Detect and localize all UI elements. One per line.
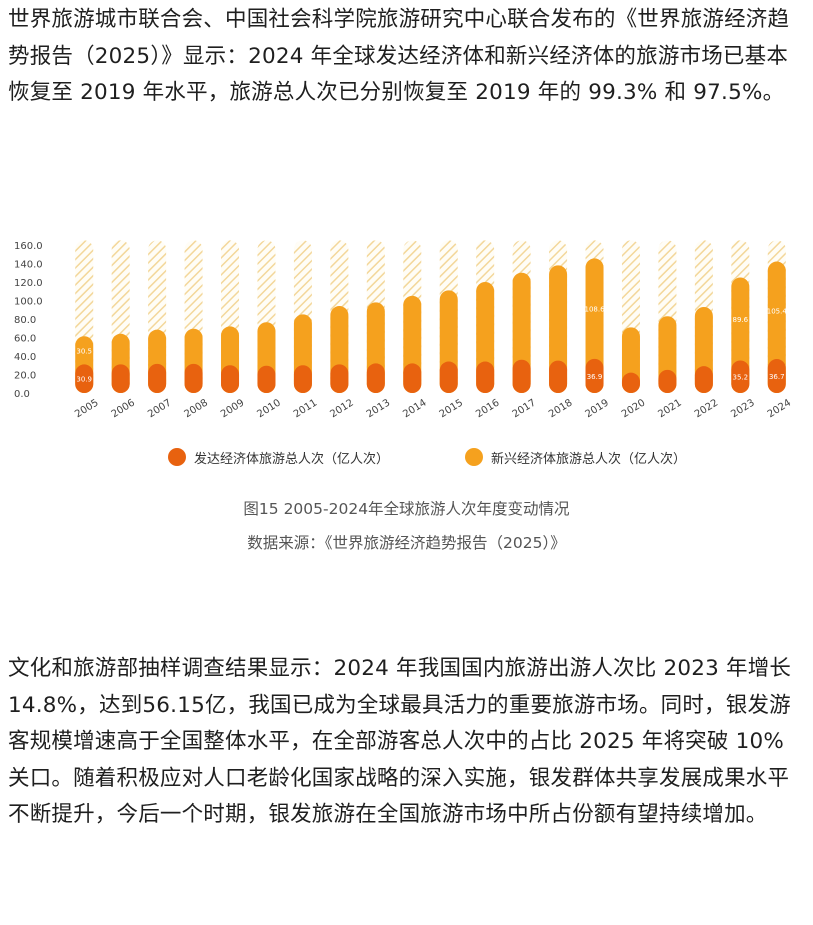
bar-developed (694, 366, 713, 393)
bar-developed (476, 361, 495, 393)
y-tick-label: 140.0 (14, 260, 43, 271)
x-tick-label: 2017 (511, 397, 538, 420)
x-tick-label: 2021 (656, 397, 683, 420)
figure-source: 数据来源：《世界旅游经济趋势报告（2025）》 (247, 534, 566, 552)
x-tick-label: 2019 (583, 397, 610, 420)
bar-developed (111, 364, 130, 393)
legend-developed-label: 发达经济体旅游总人次（亿人次） (194, 451, 390, 467)
x-tick-label: 2013 (365, 397, 392, 420)
data-label-emerging: 30.5 (76, 347, 92, 355)
bar-developed (439, 361, 458, 393)
bar-developed (148, 363, 167, 393)
y-tick-label: 60.0 (14, 334, 36, 345)
bar-developed (330, 364, 349, 393)
x-tick-label: 2022 (693, 397, 720, 420)
intro-paragraph: 世界旅游城市联合会、中国社会科学院旅游研究中心联合发布的《世界旅游经济趋势报告（… (8, 7, 790, 105)
bar-developed (549, 360, 568, 393)
bar-developed (403, 363, 422, 393)
bar-developed (221, 365, 240, 393)
data-label-developed: 36.7 (769, 373, 785, 381)
tourism-stacked-bar-chart: 0.020.040.060.080.0100.0120.0140.0160.0 … (14, 240, 793, 420)
x-tick-label: 2010 (255, 397, 282, 420)
bar-developed (585, 358, 604, 393)
x-tick-label: 2023 (729, 397, 756, 420)
legend-developed: 发达经济体旅游总人次（亿人次） (168, 444, 389, 470)
bar-developed (621, 372, 640, 393)
data-label-developed: 30.9 (76, 376, 92, 384)
x-tick-label: 2008 (183, 397, 210, 420)
x-tick-label: 2024 (766, 397, 793, 420)
bar-developed (366, 363, 385, 393)
y-tick-label: 100.0 (14, 297, 43, 308)
bar-developed (767, 359, 786, 393)
legend-emerging: 新兴经济体旅游总人次（亿人次） (465, 444, 686, 470)
bar-developed (731, 360, 750, 393)
data-label-emerging: 108.6 (585, 306, 606, 314)
data-label-emerging: 105.4 (767, 307, 788, 315)
bar-developed (184, 363, 203, 393)
legend-developed-swatch (168, 448, 186, 466)
figure-caption: 图15 2005-2024年全球旅游人次年度变动情况 (243, 500, 570, 518)
x-tick-label: 2015 (438, 397, 465, 420)
data-label-developed: 36.9 (587, 373, 603, 381)
x-tick-label: 2009 (219, 397, 246, 420)
bar-developed (75, 364, 94, 393)
bar-emerging (585, 258, 604, 393)
y-tick-label: 40.0 (14, 352, 36, 363)
x-tick-label: 2006 (110, 397, 137, 420)
bar-developed (512, 359, 531, 393)
bar-developed (257, 365, 276, 393)
y-tick-label: 160.0 (14, 241, 43, 252)
y-tick-label: 0.0 (14, 389, 30, 400)
bar-emerging (549, 265, 568, 393)
y-tick-label: 120.0 (14, 278, 43, 289)
legend-emerging-swatch (465, 448, 483, 466)
bar-emerging (767, 261, 786, 393)
legend-emerging-label: 新兴经济体旅游总人次（亿人次） (491, 451, 687, 467)
x-tick-label: 2007 (146, 397, 173, 420)
data-label-emerging: 89.6 (733, 316, 749, 324)
x-tick-label: 2020 (620, 397, 647, 420)
x-tick-label: 2014 (401, 397, 428, 420)
x-tick-label: 2012 (328, 397, 355, 420)
data-label-developed: 35.2 (733, 374, 749, 382)
y-tick-label: 80.0 (14, 315, 36, 326)
bar-developed (658, 369, 677, 393)
body-paragraph: 文化和旅游部抽样调查结果显示：2024 年我国国内旅游出游人次比 2023 年增… (8, 656, 792, 827)
x-tick-label: 2016 (474, 397, 501, 420)
y-tick-label: 20.0 (14, 371, 36, 382)
x-tick-label: 2005 (73, 397, 100, 420)
x-tick-label: 2018 (547, 397, 574, 420)
x-tick-label: 2011 (292, 397, 319, 420)
bar-developed (293, 365, 312, 393)
